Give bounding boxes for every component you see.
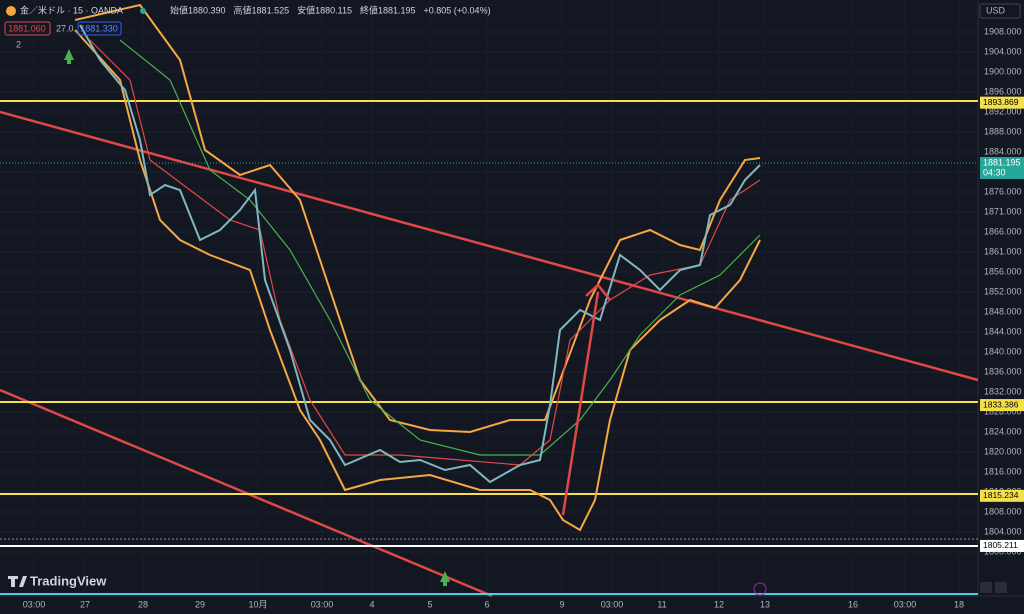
level-label-box (980, 399, 1024, 412)
buy-signal (440, 571, 450, 586)
price-tick-label: 1856.000 (984, 266, 1022, 276)
price-tick-label: 1820.000 (984, 446, 1022, 456)
countdown: 04:30 (983, 167, 1006, 177)
ohlc-value: 高値1881.525 (234, 4, 290, 15)
price-tick-label: 1844.000 (984, 326, 1022, 336)
time-tick-label: 5 (427, 599, 432, 609)
time-tick-label: 9 (559, 599, 564, 609)
ohlc-value: 始値1880.390 (170, 4, 226, 15)
price-tick-label: 1852.000 (984, 286, 1022, 296)
logo-icon (8, 576, 27, 587)
time-tick-label: 16 (848, 599, 858, 609)
arrow-head (585, 283, 611, 301)
symbol-icon (6, 6, 16, 16)
ask-box[interactable] (77, 21, 122, 36)
buy-signal (64, 49, 74, 64)
bollinger-lower (74, 29, 761, 532)
price-tick-label: 1836.000 (984, 366, 1022, 376)
price-tick-label: 1904.000 (984, 46, 1022, 56)
bollinger-upper (74, 3, 761, 434)
price-tick-label: 1828.000 (984, 406, 1022, 416)
level-label: 1815.234 (983, 490, 1019, 500)
ask: 1881.330 (80, 23, 118, 33)
time-tick-label: 03:00 (601, 599, 624, 609)
arrow (561, 291, 600, 516)
bid: 1881.060 (8, 23, 46, 33)
price-tick-label: 1861.000 (984, 246, 1022, 256)
price-tick-label: 1866.000 (984, 226, 1022, 236)
level-label: 1833.386 (983, 399, 1019, 409)
price-tick-label: 1840.000 (984, 346, 1022, 356)
level-label: 1893.869 (983, 97, 1019, 107)
time-tick-label: 11 (657, 599, 666, 609)
currency: USD (986, 5, 1006, 15)
logo: TradingView (30, 573, 107, 588)
event-icon[interactable] (753, 582, 767, 596)
price-tick-label: 1888.000 (984, 126, 1022, 136)
time-tick-label: 27 (80, 599, 90, 609)
price-tick-label: 1876.000 (984, 186, 1022, 196)
level-label-box (980, 96, 1024, 109)
price-tick-label: 1871.000 (984, 206, 1022, 216)
price-tick-label: 1824.000 (984, 426, 1022, 436)
auto-button[interactable] (980, 582, 992, 593)
current-price: 1881.195 (983, 157, 1021, 167)
level-label-box (980, 489, 1024, 502)
level-label: 1805.211 (983, 540, 1018, 550)
price-tick-label: 1848.000 (984, 306, 1022, 316)
symbol[interactable]: 金／米ドル · 15 · OANDA (20, 4, 123, 15)
price-tick-label: 1816.000 (984, 466, 1022, 476)
price-tick-label: 1808.000 (984, 506, 1022, 516)
price-tick-label: 1908.000 (984, 26, 1022, 36)
bid-box[interactable] (4, 21, 51, 36)
time-tick-label: 12 (714, 599, 724, 609)
price-tick-label: 1900.000 (984, 66, 1022, 76)
moving-average (119, 39, 761, 456)
time-tick-label: 10月 (248, 599, 267, 609)
time-tick-label: 03:00 (894, 599, 917, 609)
log-button[interactable] (995, 582, 1007, 593)
time-tick-label: 28 (138, 599, 148, 609)
time-axis: 03:00 27 28 29 10月 03:00 4 5 6 9 03:00 11 12 13 16 03:0… (23, 599, 964, 609)
fast-ma (89, 39, 761, 466)
time-tick-label: 18 (954, 599, 964, 609)
current-price-box (980, 157, 1024, 179)
level-label-box (980, 539, 1024, 552)
ohlc-value: 終値1881.195 (360, 4, 416, 15)
ohlc-value: +0.805 (+0.04%) (424, 5, 491, 15)
level-labels: 1893.869 1833.386 1815.234 1805.211 (980, 96, 1024, 552)
time-tick-label: 29 (195, 599, 205, 609)
grid (0, 31, 978, 553)
price-tick-label: 1884.000 (984, 146, 1022, 156)
ohlc-value: 安値1880.115 (297, 4, 352, 15)
price-tick-label: 1892.000 (984, 106, 1022, 116)
market-status (140, 8, 146, 14)
trendline (0, 110, 979, 382)
indicator-count[interactable]: 2 (16, 39, 21, 49)
time-tick-label: 03:00 (23, 599, 46, 609)
price-tick-label: 1832.000 (984, 386, 1022, 396)
price-path (79, 24, 761, 484)
currency-button[interactable] (979, 3, 1021, 19)
time-tick-label: 6 (484, 599, 489, 609)
spread: 27.0 (56, 23, 74, 33)
time-tick-label: 13 (760, 599, 770, 609)
time-tick-label: 03:00 (311, 599, 334, 609)
ohlc: 始値1880.390 高値1881.525 安値1880.115 終値1881.195… (170, 4, 491, 15)
price-tick-label: 1804.000 (984, 526, 1022, 536)
time-tick-label: 4 (369, 599, 374, 609)
price-tick-label: 1896.000 (984, 86, 1022, 96)
